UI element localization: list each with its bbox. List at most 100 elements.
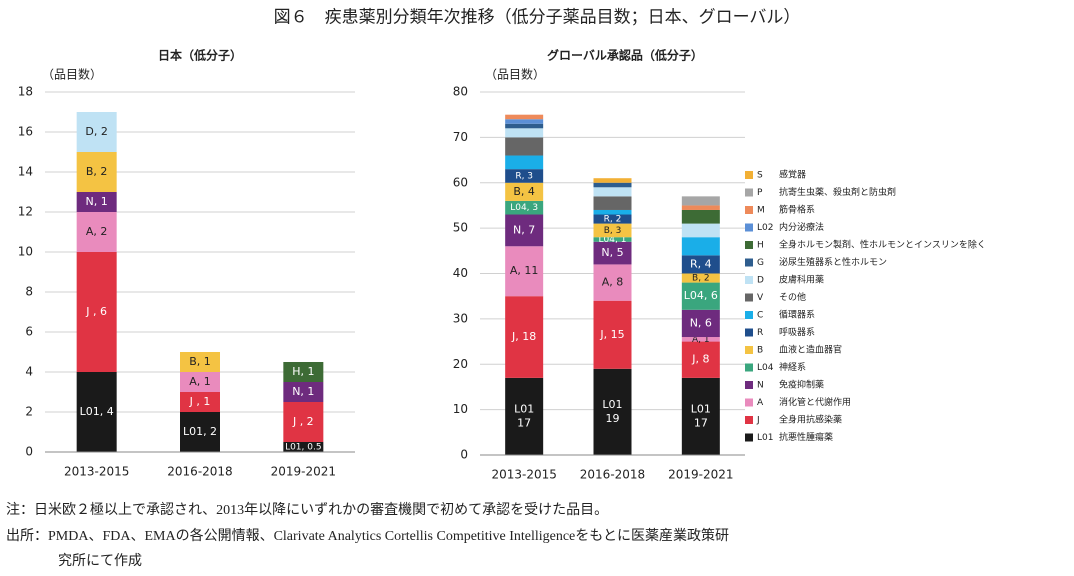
legend-swatch xyxy=(745,398,753,407)
legend-label: L04 xyxy=(757,363,774,373)
data-label: N, 1 xyxy=(86,195,108,208)
y-tick-label: 14 xyxy=(18,165,33,179)
bar-segment xyxy=(593,237,632,242)
bar-segment xyxy=(283,382,324,402)
legend-swatch xyxy=(745,293,753,302)
data-label: B, 4 xyxy=(513,185,535,198)
bar-segment xyxy=(180,392,220,412)
y-axis-label: （品目数） xyxy=(485,67,545,82)
bar-segment xyxy=(283,402,324,442)
bar-segment xyxy=(681,237,720,256)
legend-label: H xyxy=(757,241,764,251)
legend-label: B xyxy=(757,346,763,356)
x-tick-label: 2016-2018 xyxy=(167,465,232,479)
y-tick-label: 60 xyxy=(453,175,468,189)
legend-swatch xyxy=(745,241,753,249)
bar-segment xyxy=(681,282,720,310)
y-tick-label: 10 xyxy=(18,245,33,259)
y-tick-label: 0 xyxy=(460,448,468,462)
bar-segment xyxy=(593,182,632,188)
data-label: J , 2 xyxy=(292,415,314,428)
legend-label: G xyxy=(757,258,764,268)
chart-title: グローバル承認品（低分子） xyxy=(547,48,703,63)
bar-segment xyxy=(76,192,117,212)
bar-segment xyxy=(180,352,220,372)
y-tick-label: 2 xyxy=(25,405,33,419)
legend-swatch xyxy=(745,258,753,267)
bar-segment xyxy=(593,187,632,197)
y-tick-label: 0 xyxy=(25,445,33,459)
legend-label: S xyxy=(757,171,763,181)
data-label: N, 6 xyxy=(690,316,712,329)
page-title: 図６ 疾患薬別分類年次推移（低分子薬品目数；日本、グローバル） xyxy=(274,8,801,28)
bar-segment xyxy=(505,200,544,215)
bar-segment xyxy=(505,169,544,183)
legend-label: 全身ホルモン製剤、性ホルモンとインスリンを除く xyxy=(779,239,986,251)
data-label: J, 8 xyxy=(691,353,709,366)
bar-segment xyxy=(180,372,220,392)
y-tick-label: 70 xyxy=(453,130,468,144)
bar-segment xyxy=(593,300,632,369)
data-label: N, 1 xyxy=(292,385,314,398)
y-tick-label: 12 xyxy=(18,205,33,219)
bar-segment xyxy=(505,119,544,124)
data-label: L04, 6 xyxy=(684,289,718,302)
bar-segment xyxy=(681,341,720,378)
bar-segment xyxy=(505,137,544,156)
x-tick-label: 2019-2021 xyxy=(271,465,336,479)
bar-segment xyxy=(681,377,720,455)
bar-segment xyxy=(505,377,544,455)
legend-swatch xyxy=(745,381,753,389)
data-label: R, 3 xyxy=(515,171,533,181)
bar-segment xyxy=(505,114,544,120)
legend-label: A xyxy=(757,398,764,408)
legend-label: D xyxy=(757,276,764,286)
bar-segment xyxy=(593,209,632,215)
data-label: A, 1 xyxy=(692,335,710,345)
legend-swatch xyxy=(745,433,753,442)
data-label: L01 17 xyxy=(691,402,711,429)
legend-label: 呼吸器系 xyxy=(779,327,815,338)
data-label: A, 8 xyxy=(602,276,624,289)
y-tick-label: 30 xyxy=(453,311,468,325)
bar-segment xyxy=(505,246,544,297)
bar-segment xyxy=(681,209,720,224)
bar-segment xyxy=(505,182,544,201)
data-label: L04, 1 xyxy=(599,235,627,245)
legend-label: 全身用抗感染薬 xyxy=(779,414,842,426)
legend-label: 泌尿生殖器系と性ホルモン xyxy=(779,256,887,268)
legend-label: P xyxy=(757,188,763,198)
data-label: A, 1 xyxy=(189,375,211,388)
bar-segment xyxy=(681,255,720,274)
y-tick-label: 80 xyxy=(453,85,468,99)
data-label: J , 6 xyxy=(85,305,107,318)
data-label: B, 1 xyxy=(189,355,211,368)
bar-segment xyxy=(593,214,632,224)
legend-label: L01 xyxy=(757,433,773,443)
bar-segment xyxy=(505,123,544,129)
data-label: J, 15 xyxy=(599,328,624,341)
legend-label: 循環器系 xyxy=(779,309,815,321)
y-tick-label: 18 xyxy=(18,85,33,99)
bar-segment xyxy=(76,112,117,152)
legend-label: 抗寄生虫薬、殺虫剤と防虫剤 xyxy=(779,186,896,198)
data-label: D, 2 xyxy=(85,125,107,138)
note: 究所にて作成 xyxy=(58,553,142,569)
data-label: A, 2 xyxy=(86,225,108,238)
bar-segment xyxy=(681,337,720,342)
bar-segment xyxy=(505,296,544,378)
y-tick-label: 4 xyxy=(25,365,33,379)
bar-segment xyxy=(593,264,632,301)
note: 出所：PMDA、FDA、EMAの各公開情報、Clarivate Analytic… xyxy=(6,527,729,544)
legend-label: 免疫抑制薬 xyxy=(779,379,824,391)
x-tick-label: 2013-2015 xyxy=(64,465,129,479)
data-label: B, 3 xyxy=(604,226,622,236)
x-tick-label: 2013-2015 xyxy=(491,468,556,482)
data-label: R, 2 xyxy=(604,215,622,225)
legend-label: 皮膚科用薬 xyxy=(779,274,824,286)
legend-label: 筋骨格系 xyxy=(779,204,815,216)
legend-label: R xyxy=(757,328,763,338)
data-label: J, 18 xyxy=(511,330,536,343)
bar-segment xyxy=(681,273,720,283)
